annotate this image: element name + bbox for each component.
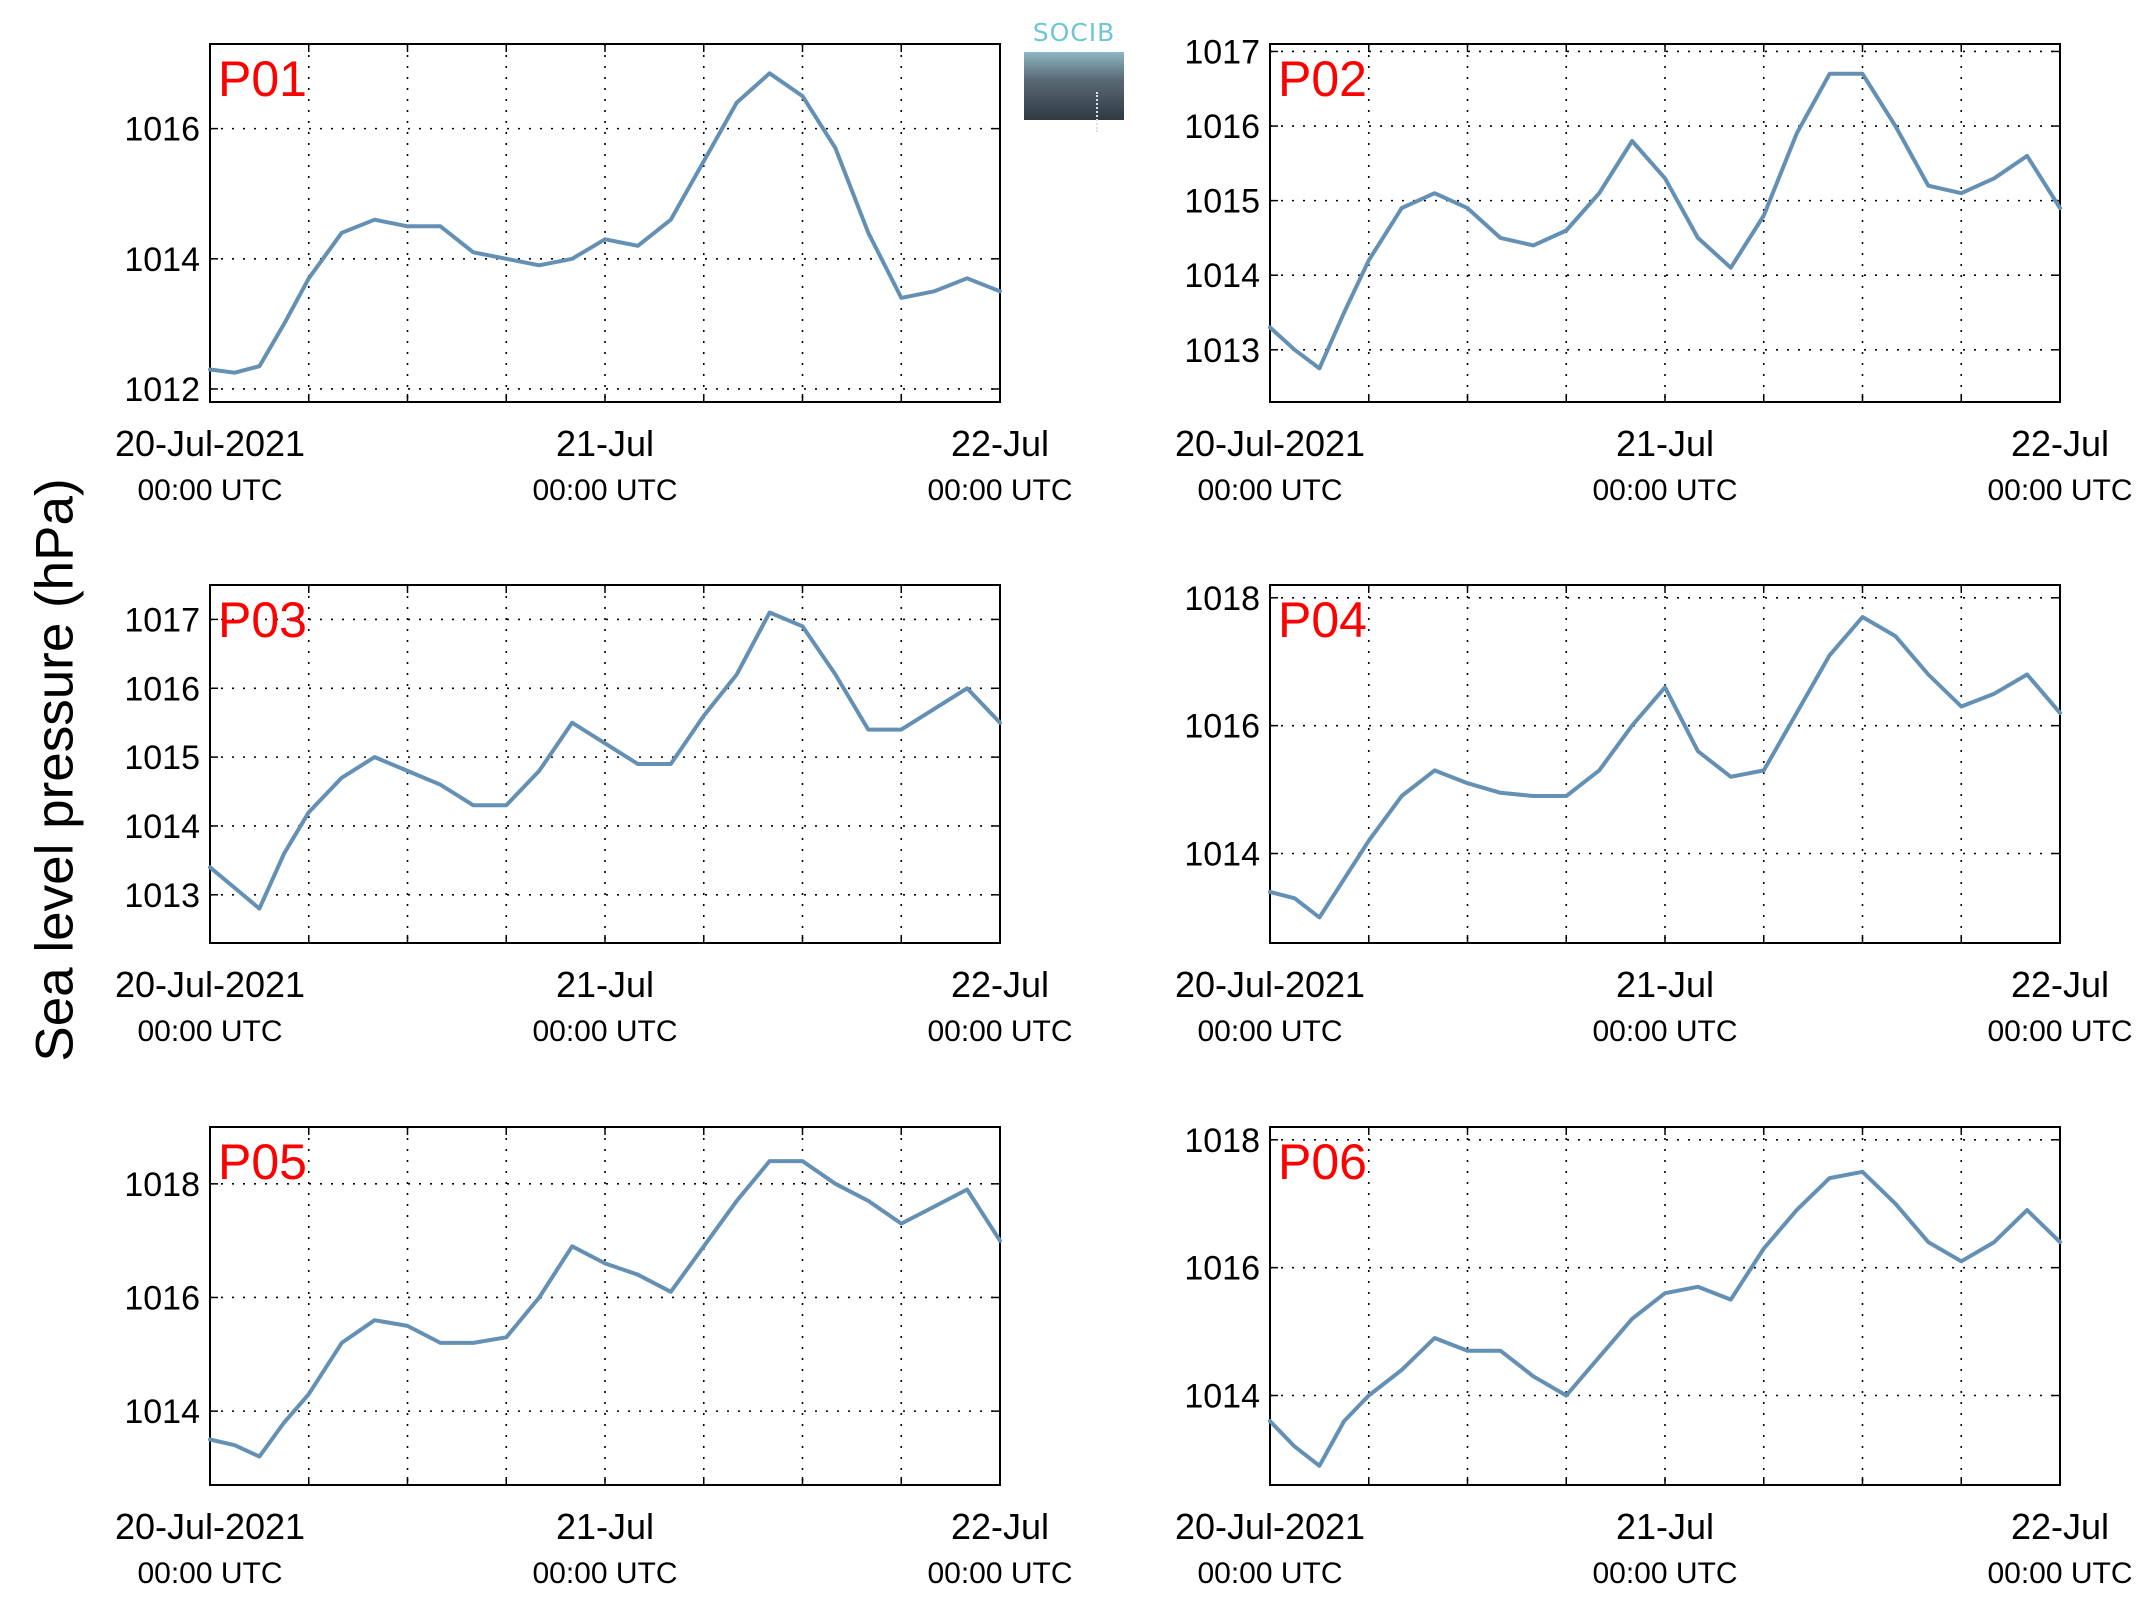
y-tick-label: 1016	[1184, 708, 1260, 746]
x-tick-label-date: 22-Jul	[2011, 423, 2109, 464]
x-tick-label-date: 20-Jul-2021	[115, 1506, 305, 1547]
y-tick-label: 1016	[1184, 108, 1260, 146]
y-tick-label: 1017	[1184, 33, 1260, 71]
x-tick-label-time: 00:00 UTC	[1592, 1557, 1737, 1590]
x-tick-label-date: 22-Jul	[2011, 964, 2109, 1005]
x-tick-label-time: 00:00 UTC	[1987, 474, 2132, 507]
x-tick-label-time: 00:00 UTC	[532, 474, 677, 507]
chart-panel-p02: 1013 1014 1015 1016 1017 P02 20-Jul-2021 00:00 …	[1175, 33, 2133, 507]
y-tick-label: 1017	[124, 601, 200, 639]
x-tick-label-date: 20-Jul-2021	[115, 964, 305, 1005]
x-tick-label-date: 21-Jul	[556, 964, 654, 1005]
x-tick-label-date: 20-Jul-2021	[1175, 423, 1365, 464]
x-tick-label-date: 21-Jul	[556, 423, 654, 464]
y-tick-label: 1016	[1184, 1250, 1260, 1288]
y-tick-label: 1013	[1184, 332, 1260, 370]
chart-panel-p06: 1014 1016 1018 P06 20-Jul-2021 00:00 UTC 21-Ju…	[1175, 1122, 2133, 1590]
panel-label: P05	[218, 1134, 307, 1190]
x-tick-label-time: 00:00 UTC	[1592, 474, 1737, 507]
chart-panel-p03: 1013 1014 1015 1016 1017 P03 20-Jul-2021 00:00 …	[115, 584, 1073, 1048]
chart-panel-p05: 1014 1016 1018 P05 20-Jul-2021 00:00 UTC 21-Ju…	[115, 1126, 1073, 1590]
pressure-series-line	[1268, 615, 2062, 920]
shared-y-axis-label: Sea level pressure (hPa)	[25, 478, 85, 1062]
x-tick-label-date: 20-Jul-2021	[1175, 1506, 1365, 1547]
axes-frame	[1269, 1126, 2061, 1486]
x-tick-label-time: 00:00 UTC	[532, 1015, 677, 1048]
x-tick-label-date: 22-Jul	[951, 1506, 1049, 1547]
x-tick-label-date: 21-Jul	[556, 1506, 654, 1547]
y-tick-label: 1014	[1184, 257, 1260, 295]
x-tick-label-time: 00:00 UTC	[1987, 1015, 2132, 1048]
pressure-series-line	[1268, 1169, 2062, 1468]
y-tick-label: 1014	[124, 808, 200, 846]
x-tick-label-time: 00:00 UTC	[532, 1557, 677, 1590]
pressure-series-line	[208, 71, 1002, 375]
x-tick-label-time: 00:00 UTC	[927, 474, 1072, 507]
x-tick-label-time: 00:00 UTC	[1197, 474, 1342, 507]
x-tick-label-time: 00:00 UTC	[137, 1015, 282, 1048]
y-tick-label: 1016	[124, 670, 200, 708]
y-tick-label: 1015	[1184, 183, 1260, 221]
panel-label: P03	[218, 592, 307, 648]
pressure-series-line	[208, 1159, 1002, 1459]
socib-logo-graphic	[1024, 52, 1124, 132]
x-tick-label-date: 22-Jul	[2011, 1506, 2109, 1547]
chart-panel-p01: 1012 1014 1016 P01 20-Jul-2021 00:00 UTC 21-Ju…	[115, 43, 1073, 507]
axes-frame	[209, 1126, 1001, 1486]
y-tick-label: 1013	[124, 877, 200, 915]
panel-label: P02	[1278, 51, 1367, 107]
socib-logo-text: SOCIB	[1032, 18, 1116, 47]
x-tick-label-time: 00:00 UTC	[137, 1557, 282, 1590]
x-tick-label-time: 00:00 UTC	[1592, 1015, 1737, 1048]
y-tick-label: 1012	[124, 371, 200, 409]
x-tick-label-time: 00:00 UTC	[1197, 1015, 1342, 1048]
x-tick-label-time: 00:00 UTC	[927, 1015, 1072, 1048]
panel-label: P04	[1278, 592, 1367, 648]
x-tick-label-date: 20-Jul-2021	[1175, 964, 1365, 1005]
y-tick-label: 1016	[124, 111, 200, 149]
x-tick-label-date: 21-Jul	[1616, 964, 1714, 1005]
pressure-series-line	[208, 610, 1002, 911]
panel-label: P01	[218, 51, 307, 107]
y-tick-label: 1018	[1184, 580, 1260, 618]
axes-frame	[209, 43, 1001, 403]
y-tick-label: 1015	[124, 739, 200, 777]
x-tick-label-time: 00:00 UTC	[137, 474, 282, 507]
y-tick-label: 1014	[124, 1393, 200, 1431]
axes-frame	[1269, 43, 2061, 403]
y-tick-label: 1018	[124, 1166, 200, 1204]
x-tick-label-date: 21-Jul	[1616, 423, 1714, 464]
y-tick-label: 1014	[1184, 836, 1260, 874]
pressure-series-line	[1268, 71, 2062, 371]
panel-label: P06	[1278, 1134, 1367, 1190]
x-tick-label-date: 22-Jul	[951, 423, 1049, 464]
x-tick-label-time: 00:00 UTC	[1197, 1557, 1342, 1590]
x-tick-label-date: 20-Jul-2021	[115, 423, 305, 464]
axes-frame	[209, 584, 1001, 944]
x-tick-label-time: 00:00 UTC	[1987, 1557, 2132, 1590]
x-tick-label-time: 00:00 UTC	[927, 1557, 1072, 1590]
socib-logo: SOCIB	[1022, 18, 1126, 132]
y-tick-label: 1018	[1184, 1122, 1260, 1160]
chart-panel-p04: 1014 1016 1018 P04 20-Jul-2021 00:00 UTC 21-Ju…	[1175, 580, 2133, 1048]
axes-frame	[1269, 584, 2061, 944]
y-tick-label: 1014	[124, 241, 200, 279]
x-tick-label-date: 21-Jul	[1616, 1506, 1714, 1547]
y-tick-label: 1016	[124, 1279, 200, 1317]
x-tick-label-date: 22-Jul	[951, 964, 1049, 1005]
y-tick-label: 1014	[1184, 1378, 1260, 1416]
